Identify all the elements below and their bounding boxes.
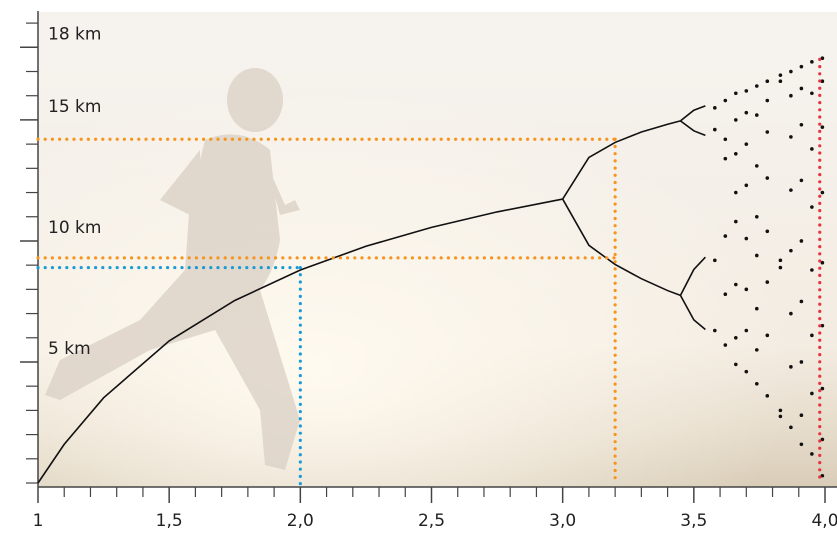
x-tick-label: 1,5 xyxy=(156,511,183,531)
chaos-point xyxy=(800,239,804,243)
chaos-point xyxy=(755,215,759,219)
chaos-point xyxy=(755,164,759,168)
y-tick-label: 10 km xyxy=(48,218,101,238)
chaos-point xyxy=(755,382,759,386)
chaos-point xyxy=(800,442,804,446)
chaos-point xyxy=(789,70,793,74)
chaos-point xyxy=(810,392,814,396)
chaos-point xyxy=(745,142,749,146)
chaos-point xyxy=(745,111,749,115)
chaos-point xyxy=(765,176,769,180)
chaos-point xyxy=(755,113,759,117)
chaos-point xyxy=(724,234,728,238)
chaos-point xyxy=(734,191,738,195)
chaos-point xyxy=(734,91,738,95)
chaos-point xyxy=(800,360,804,364)
chart: 5 km 10 km 15 km 18 km 1 1,5 2,0 2,5 3,0 3,5 4,0 xyxy=(0,0,837,546)
chaos-point xyxy=(734,336,738,340)
y-tick-label: 5 km xyxy=(48,339,91,359)
chaos-point xyxy=(724,157,728,161)
chaos-point xyxy=(734,152,738,156)
chaos-point xyxy=(765,394,769,398)
chaos-point xyxy=(779,73,783,77)
chaos-point xyxy=(810,334,814,338)
chaos-point xyxy=(789,312,793,316)
chaos-point xyxy=(800,300,804,304)
chaos-point xyxy=(789,249,793,253)
chaos-point xyxy=(745,329,749,333)
chaos-point xyxy=(789,94,793,98)
chaos-point xyxy=(810,60,814,64)
chaos-point xyxy=(765,130,769,134)
chaos-point xyxy=(789,426,793,430)
chaos-point xyxy=(734,283,738,287)
x-tick-label: 2,0 xyxy=(287,511,314,531)
chaos-point xyxy=(765,79,769,83)
chaos-point xyxy=(713,106,717,110)
chaos-point xyxy=(800,87,804,91)
chaos-point xyxy=(779,409,783,413)
chaos-point xyxy=(734,118,738,122)
x-tick-label: 4,0 xyxy=(811,511,837,531)
chaos-point xyxy=(810,205,814,209)
chaos-point xyxy=(765,280,769,284)
x-tick-label: 2,5 xyxy=(418,511,445,531)
chaos-point xyxy=(713,259,717,263)
x-tick-label: 3,5 xyxy=(680,511,707,531)
chaos-point xyxy=(821,191,825,195)
chaos-point xyxy=(724,99,728,103)
chaos-point xyxy=(810,91,814,95)
chaos-point xyxy=(755,84,759,88)
chaos-point xyxy=(724,137,728,141)
chaos-point xyxy=(810,147,814,151)
chaos-point xyxy=(745,288,749,292)
chaos-point xyxy=(745,370,749,374)
chaos-point xyxy=(745,89,749,93)
chaos-point xyxy=(755,348,759,352)
y-tick-label: 15 km xyxy=(48,97,101,117)
chaos-point xyxy=(734,220,738,224)
chaos-point xyxy=(779,415,783,419)
chaos-point xyxy=(755,307,759,311)
chaos-point xyxy=(765,99,769,103)
chaos-point xyxy=(789,135,793,139)
page: {"chart_data": {"type": "line", "xlim": … xyxy=(0,0,837,550)
chaos-point xyxy=(821,125,825,129)
chaos-point xyxy=(724,292,728,296)
chaos-point xyxy=(724,343,728,347)
chaos-point xyxy=(810,452,814,456)
chaos-point xyxy=(765,334,769,338)
chaos-point xyxy=(779,259,783,263)
chaos-point xyxy=(800,413,804,417)
chaos-point xyxy=(745,183,749,187)
chaos-point xyxy=(779,266,783,270)
x-tick-label: 3,0 xyxy=(549,511,576,531)
chaos-point xyxy=(789,365,793,369)
chaos-point xyxy=(734,363,738,367)
chaos-point xyxy=(713,329,717,333)
chaos-point xyxy=(745,237,749,241)
chaos-point xyxy=(810,268,814,272)
chaos-point xyxy=(800,65,804,69)
background-glow xyxy=(38,12,837,487)
chaos-point xyxy=(800,179,804,183)
x-tick-label: 1 xyxy=(33,511,44,531)
chaos-point xyxy=(800,123,804,127)
chaos-point xyxy=(755,254,759,258)
chaos-point xyxy=(779,79,783,83)
y-tick-label: 18 km xyxy=(48,24,101,44)
chaos-point xyxy=(789,188,793,192)
chaos-point xyxy=(713,128,717,132)
chaos-point xyxy=(765,229,769,233)
